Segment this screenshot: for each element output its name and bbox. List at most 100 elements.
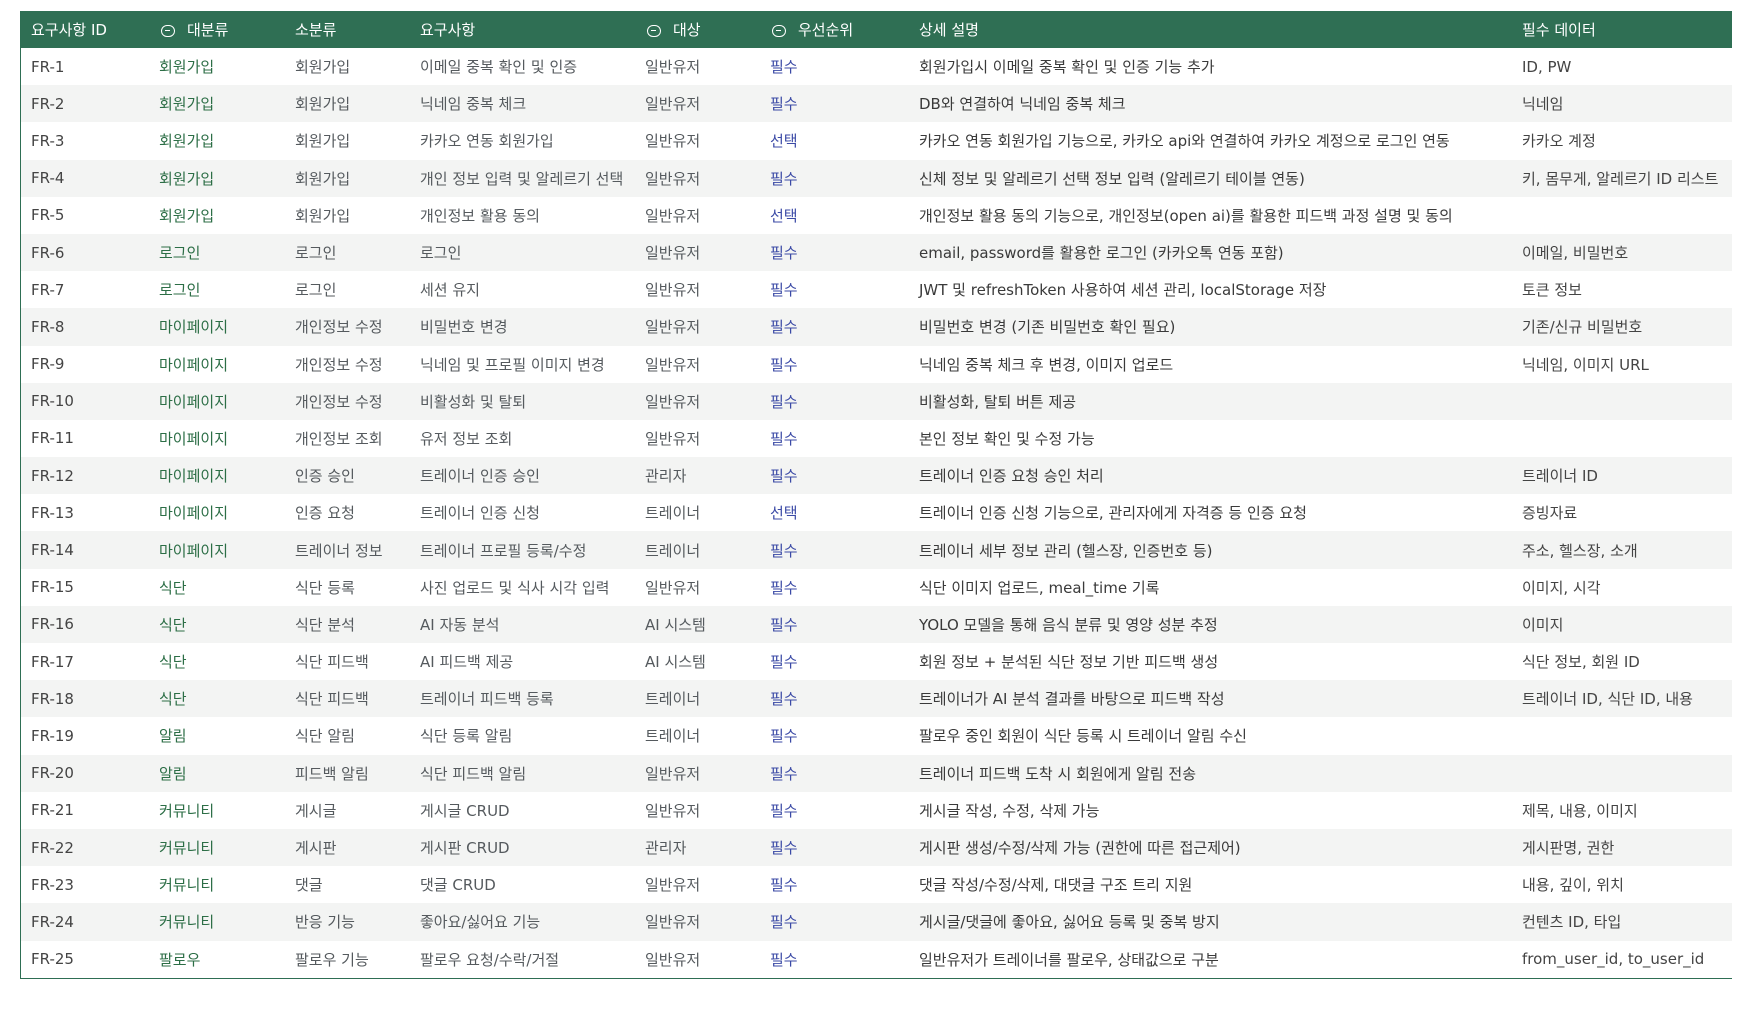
cell-requirement-id[interactable]: FR-9 (31, 355, 65, 374)
table-row[interactable]: FR-25 팔로우 팔로우 기능 팔로우 요청/수락/거절 일반유저 필수 일반유저가 트레… (21, 940, 1732, 978)
cell-required-data[interactable]: 컨텐츠 ID, 타입 (1522, 913, 1622, 932)
cell-major-category[interactable]: 로그인 (159, 281, 201, 300)
dropdown-chip-icon[interactable] (647, 25, 661, 37)
cell-requirement-id[interactable]: FR-25 (31, 950, 74, 969)
cell-major-category[interactable]: 회원가입 (159, 95, 215, 114)
cell-major-category[interactable]: 커뮤니티 (159, 839, 215, 858)
cell-description[interactable]: 일반유저가 트레이너를 팔로우, 상태값으로 구분 (919, 950, 1219, 969)
cell-requirement[interactable]: 게시판 CRUD (420, 839, 510, 858)
cell-requirement-id[interactable]: FR-12 (31, 466, 74, 485)
cell-priority[interactable]: 필수 (770, 578, 798, 597)
cell-required-data[interactable]: ID, PW (1522, 57, 1572, 76)
cell-requirement-id[interactable]: FR-14 (31, 541, 74, 560)
cell-minor-category[interactable]: 트레이너 정보 (295, 541, 383, 560)
cell-requirement-id[interactable]: FR-4 (31, 169, 65, 188)
cell-required-data[interactable]: 이미지, 시각 (1522, 578, 1601, 597)
cell-description[interactable]: 신체 정보 및 알레르기 선택 정보 입력 (알레르기 테이블 연동) (919, 169, 1305, 188)
cell-requirement[interactable]: 세션 유지 (420, 281, 480, 300)
cell-requirement[interactable]: 개인정보 활용 동의 (420, 206, 540, 225)
table-row[interactable]: FR-2 회원가입 회원가입 닉네임 중복 체크 일반유저 필수 DB와 연결하여 닉네임 … (21, 85, 1732, 123)
cell-required-data[interactable] (1512, 383, 1732, 420)
cell-requirement[interactable]: 트레이너 피드백 등록 (420, 690, 554, 709)
cell-required-data[interactable]: 닉네임, 이미지 URL (1522, 355, 1649, 374)
cell-requirement[interactable]: 트레이너 인증 신청 (420, 504, 540, 523)
cell-target[interactable]: 일반유저 (645, 355, 701, 374)
cell-requirement[interactable]: 좋아요/싫어요 기능 (420, 913, 541, 932)
cell-requirement[interactable]: 닉네임 및 프로필 이미지 변경 (420, 355, 605, 374)
cell-description[interactable]: YOLO 모델을 통해 음식 분류 및 영양 성분 추정 (919, 615, 1218, 634)
cell-requirement-id[interactable]: FR-22 (31, 838, 74, 857)
cell-requirement-id[interactable]: FR-6 (31, 243, 65, 262)
cell-required-data[interactable]: 닉네임 (1522, 95, 1564, 114)
cell-target[interactable]: AI 시스템 (645, 615, 706, 634)
cell-description[interactable]: 본인 정보 확인 및 수정 가능 (919, 429, 1095, 448)
cell-description[interactable]: 트레이너 피드백 도착 시 회원에게 알림 전송 (919, 764, 1197, 783)
dropdown-chip-icon[interactable] (161, 25, 175, 37)
cell-description[interactable]: 비밀번호 변경 (기존 비밀번호 확인 필요) (919, 318, 1176, 337)
cell-required-data[interactable]: 증빙자료 (1522, 504, 1578, 523)
cell-requirement-id[interactable]: FR-18 (31, 689, 74, 708)
cell-minor-category[interactable]: 피드백 알림 (295, 764, 369, 783)
cell-minor-category[interactable]: 식단 분석 (295, 615, 355, 634)
cell-priority[interactable]: 선택 (770, 504, 798, 523)
cell-requirement-id[interactable]: FR-1 (31, 57, 65, 76)
cell-minor-category[interactable]: 개인정보 수정 (295, 392, 383, 411)
cell-requirement-id[interactable]: FR-10 (31, 392, 74, 411)
cell-requirement[interactable]: 식단 피드백 알림 (420, 764, 527, 783)
cell-minor-category[interactable]: 로그인 (295, 281, 337, 300)
cell-target[interactable]: 관리자 (645, 839, 687, 858)
cell-requirement-id[interactable]: FR-3 (31, 131, 65, 150)
cell-requirement-id[interactable]: FR-24 (31, 912, 74, 931)
cell-requirement-id[interactable]: FR-2 (31, 94, 65, 113)
table-row[interactable]: FR-4 회원가입 회원가입 개인 정보 입력 및 알레르기 선택 일반유저 필수 신체 정… (21, 159, 1732, 197)
cell-required-data[interactable] (1512, 420, 1732, 457)
cell-required-data[interactable]: 기존/신규 비밀번호 (1522, 318, 1643, 337)
cell-description[interactable]: 회원 정보 + 분석된 식단 정보 기반 피드백 생성 (919, 653, 1219, 672)
cell-minor-category[interactable]: 회원가입 (295, 58, 351, 77)
table-row[interactable]: FR-22 커뮤니티 게시판 게시판 CRUD 관리자 필수 게시판 생성/수정/삭제 가능… (21, 828, 1732, 867)
cell-priority[interactable]: 필수 (770, 839, 798, 858)
table-row[interactable]: FR-14 마이페이지 트레이너 정보 트레이너 프로필 등록/수정 트레이너 필수 트레이… (21, 531, 1732, 569)
cell-priority[interactable]: 필수 (770, 615, 798, 634)
cell-major-category[interactable]: 식단 (159, 578, 187, 597)
header-requirement[interactable]: 요구사항 (410, 11, 635, 48)
cell-requirement[interactable]: 사진 업로드 및 식사 시각 입력 (420, 578, 610, 597)
table-row[interactable]: FR-12 마이페이지 인증 승인 트레이너 인증 승인 관리자 필수 트레이너 인증 요청… (21, 457, 1732, 495)
cell-requirement-id[interactable]: FR-7 (31, 280, 65, 299)
cell-major-category[interactable]: 팔로우 (159, 950, 201, 969)
cell-requirement[interactable]: 식단 등록 알림 (420, 727, 513, 746)
cell-target[interactable]: 일반유저 (645, 913, 701, 932)
cell-major-category[interactable]: 로그인 (159, 244, 201, 263)
dropdown-chip-icon[interactable] (772, 25, 786, 37)
cell-requirement-id[interactable]: FR-8 (31, 317, 65, 336)
table-row[interactable]: FR-10 마이페이지 개인정보 수정 비활성화 및 탈퇴 일반유저 필수 비활성화, 탈퇴… (21, 382, 1732, 420)
cell-requirement-id[interactable]: FR-13 (31, 503, 74, 522)
cell-requirement[interactable]: 비활성화 및 탈퇴 (420, 392, 527, 411)
cell-target[interactable]: 일반유저 (645, 801, 701, 820)
cell-description[interactable]: 팔로우 중인 회원이 식단 등록 시 트레이너 알림 수신 (919, 727, 1247, 746)
cell-description[interactable]: DB와 연결하여 닉네임 중복 체크 (919, 95, 1126, 114)
cell-description[interactable]: 게시판 생성/수정/삭제 가능 (권한에 따른 접근제어) (919, 839, 1241, 858)
header-requirement-id[interactable]: 요구사항 ID (21, 11, 149, 48)
cell-required-data[interactable]: 이메일, 비밀번호 (1522, 244, 1629, 263)
cell-required-data[interactable]: 식단 정보, 회원 ID (1522, 653, 1640, 672)
cell-description[interactable]: email, password를 활용한 로그인 (카카오톡 연동 포함) (919, 244, 1284, 263)
cell-description[interactable]: 회원가입시 이메일 중복 확인 및 인증 기능 추가 (919, 58, 1215, 77)
header-minor-category[interactable]: 소분류 (285, 11, 410, 48)
cell-description[interactable]: 닉네임 중복 체크 후 변경, 이미지 업로드 (919, 355, 1174, 374)
cell-priority[interactable]: 필수 (770, 244, 798, 263)
header-major-category[interactable]: 대분류 (149, 11, 285, 48)
cell-required-data[interactable]: 트레이너 ID (1522, 467, 1598, 486)
cell-requirement[interactable]: 카카오 연동 회원가입 (420, 132, 554, 151)
cell-description[interactable]: 카카오 연동 회원가입 기능으로, 카카오 api와 연결하여 카카오 계정으로… (919, 132, 1450, 151)
table-row[interactable]: FR-5 회원가입 회원가입 개인정보 활용 동의 일반유저 선택 개인정보 활용 동의 기… (21, 196, 1732, 234)
table-row[interactable]: FR-21 커뮤니티 게시글 게시글 CRUD 일반유저 필수 게시글 작성, 수정, 삭제… (21, 791, 1732, 829)
cell-target[interactable]: 일반유저 (645, 392, 701, 411)
cell-target[interactable]: 일반유저 (645, 169, 701, 188)
cell-target[interactable]: 일반유저 (645, 206, 701, 225)
cell-description[interactable]: 트레이너 인증 신청 기능으로, 관리자에게 자격증 등 인증 요청 (919, 504, 1307, 523)
cell-requirement-id[interactable]: FR-19 (31, 726, 74, 745)
cell-major-category[interactable]: 식단 (159, 653, 187, 672)
cell-target[interactable]: 일반유저 (645, 281, 701, 300)
cell-minor-category[interactable]: 식단 등록 (295, 578, 355, 597)
